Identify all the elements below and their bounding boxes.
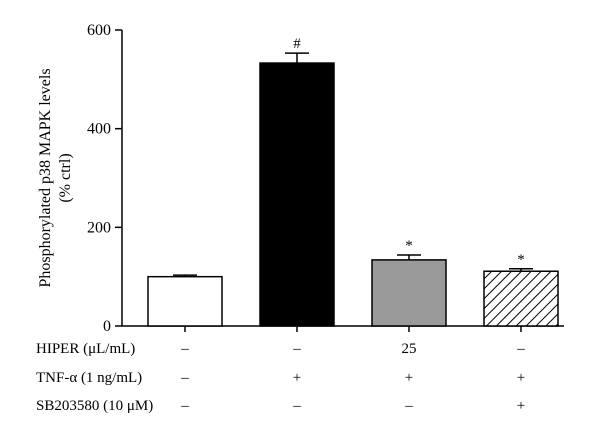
- condition-table: HIPER (μL/mL) – – 25 – TNF-α (1 ng/mL) – + + + SB2…: [36, 341, 525, 414]
- bar: [483, 270, 559, 327]
- condition-value: –: [516, 341, 525, 357]
- y-tick-label: 600: [87, 22, 111, 39]
- significance-mark: *: [405, 238, 413, 254]
- bar: [147, 275, 223, 327]
- condition-value: –: [180, 398, 189, 414]
- condition-label: TNF-α (1 ng/mL): [36, 370, 142, 386]
- bars: # * *: [147, 36, 559, 327]
- condition-value: +: [293, 370, 301, 386]
- y-axis-title-line1: Phosphorylated p38 MAPK levels: [37, 68, 54, 287]
- condition-value: –: [404, 398, 413, 414]
- condition-value: –: [292, 341, 301, 357]
- condition-label: SB203580 (10 μM): [36, 398, 153, 414]
- condition-value: 25: [402, 341, 417, 357]
- y-tick-label: 0: [103, 318, 111, 335]
- condition-value: –: [292, 398, 301, 414]
- condition-value: +: [517, 370, 525, 386]
- y-axis-title: Phosphorylated p38 MAPK levels (% ctrl): [37, 68, 74, 287]
- y-tick-label: 200: [87, 219, 111, 236]
- condition-value: –: [180, 341, 189, 357]
- condition-value: +: [405, 370, 413, 386]
- x-axis: [122, 325, 564, 332]
- condition-value: –: [180, 370, 189, 386]
- condition-label: HIPER (μL/mL): [36, 341, 135, 357]
- bar: [371, 259, 447, 327]
- bar: [259, 62, 335, 327]
- y-axis-title-line2: (% ctrl): [57, 153, 74, 202]
- significance-mark: #: [293, 36, 301, 52]
- condition-value: +: [517, 398, 525, 414]
- y-tick-label: 400: [87, 121, 111, 138]
- significance-mark: *: [517, 252, 525, 268]
- y-axis: 0 200 400 600: [87, 22, 123, 335]
